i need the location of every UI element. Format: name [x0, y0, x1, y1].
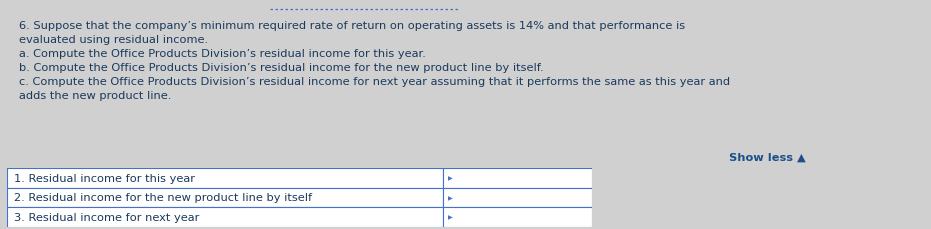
- Bar: [443, 207, 592, 227]
- Bar: [7, 188, 443, 207]
- Text: ▶: ▶: [448, 215, 452, 219]
- Text: 1. Residual income for this year: 1. Residual income for this year: [15, 173, 196, 183]
- Text: 2. Residual income for the new product line by itself: 2. Residual income for the new product l…: [15, 193, 313, 202]
- Bar: [443, 188, 592, 207]
- Bar: [7, 168, 443, 188]
- Bar: [443, 168, 592, 188]
- Bar: [7, 207, 443, 227]
- Text: ▶: ▶: [448, 195, 452, 200]
- Text: 3. Residual income for next year: 3. Residual income for next year: [15, 212, 200, 222]
- Text: 6. Suppose that the company’s minimum required rate of return on operating asset: 6. Suppose that the company’s minimum re…: [19, 21, 730, 100]
- Text: Show less ▲: Show less ▲: [729, 152, 806, 162]
- Text: ▶: ▶: [448, 176, 452, 180]
